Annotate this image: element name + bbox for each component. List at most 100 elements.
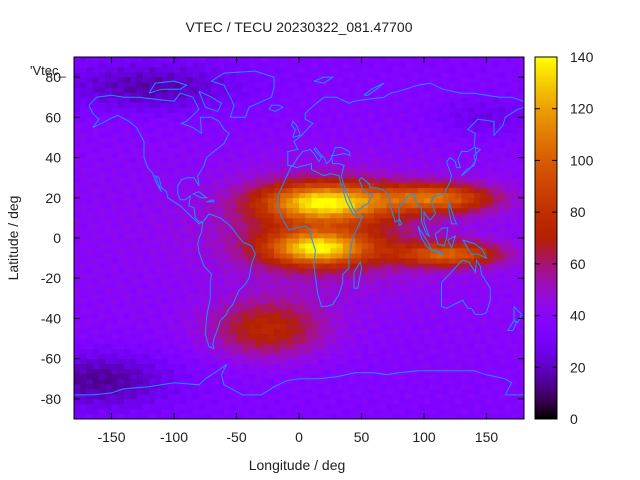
heatmap-cell	[317, 363, 325, 370]
heatmap-cell	[199, 232, 206, 239]
heatmap-cell	[461, 212, 469, 219]
heatmap-cell	[174, 368, 181, 375]
heatmap-cell	[249, 303, 256, 309]
heatmap-cell	[155, 152, 162, 158]
heatmap-cell	[461, 268, 469, 274]
heatmap-cell	[186, 112, 194, 118]
heatmap-cell	[111, 167, 119, 174]
heatmap-cell	[324, 232, 331, 239]
heatmap-cell	[105, 268, 112, 274]
heatmap-cell	[474, 268, 481, 274]
heatmap-cell	[386, 263, 394, 269]
heatmap-cell	[499, 283, 506, 289]
heatmap-cell	[261, 278, 269, 284]
heatmap-cell	[124, 132, 131, 138]
heatmap-cell	[411, 62, 419, 68]
heatmap-cell	[167, 132, 175, 138]
heatmap-cell	[492, 102, 500, 108]
heatmap-cell	[255, 182, 262, 189]
heatmap-cell	[449, 283, 456, 289]
heatmap-cell	[461, 298, 469, 304]
heatmap-cell	[105, 313, 112, 319]
heatmap-cell	[442, 408, 450, 415]
heatmap-cell	[386, 57, 394, 63]
heatmap-cell	[80, 117, 87, 123]
heatmap-cell	[317, 212, 325, 219]
heatmap-cell	[242, 413, 250, 419]
heatmap-cell	[199, 212, 206, 219]
heatmap-cell	[274, 172, 281, 179]
heatmap-cell	[367, 338, 375, 344]
heatmap-cell	[392, 278, 400, 284]
heatmap-cell	[217, 298, 225, 304]
heatmap-cell	[367, 383, 375, 390]
heatmap-cell	[280, 388, 287, 395]
heatmap-cell	[80, 167, 87, 174]
heatmap-cell	[486, 328, 494, 334]
heatmap-cell	[317, 102, 325, 108]
heatmap-cell	[255, 308, 262, 314]
heatmap-cell	[292, 172, 300, 179]
heatmap-cell	[380, 217, 387, 224]
heatmap-cell	[336, 403, 344, 410]
heatmap-cell	[255, 57, 262, 63]
heatmap-cell	[442, 363, 450, 370]
heatmap-cell	[424, 303, 431, 309]
heatmap-cell	[361, 122, 369, 128]
heatmap-cell	[242, 167, 250, 174]
heatmap-cell	[467, 92, 475, 98]
heatmap-cell	[430, 127, 437, 133]
heatmap-cell	[199, 182, 206, 189]
heatmap-cell	[355, 217, 362, 224]
heatmap-cell	[342, 413, 350, 419]
heatmap-cell	[380, 388, 387, 395]
heatmap-cell	[274, 152, 281, 158]
heatmap-cell	[74, 197, 81, 204]
heatmap-cell	[105, 187, 112, 194]
heatmap-cell	[92, 162, 100, 169]
heatmap-cell	[105, 212, 112, 219]
heatmap-cell	[311, 308, 319, 314]
heatmap-cell	[492, 212, 500, 219]
heatmap-cell	[417, 172, 425, 179]
heatmap-cell	[361, 283, 369, 289]
heatmap-cell	[174, 102, 181, 108]
heatmap-cell	[324, 393, 331, 400]
heatmap-cell	[280, 127, 287, 133]
heatmap-cell	[174, 147, 181, 153]
heatmap-cell	[249, 398, 256, 405]
heatmap-cell	[455, 348, 462, 355]
heatmap-cell	[292, 263, 300, 269]
heatmap-cell	[461, 127, 469, 133]
heatmap-cell	[186, 192, 194, 199]
heatmap-cell	[386, 177, 394, 184]
heatmap-cell	[92, 87, 100, 93]
heatmap-cell	[380, 283, 387, 289]
heatmap-cell	[155, 363, 162, 370]
heatmap-cell	[442, 107, 450, 113]
heatmap-cell	[436, 192, 444, 199]
heatmap-cell	[424, 87, 431, 93]
heatmap-cell	[505, 363, 512, 370]
heatmap-cell	[74, 248, 81, 254]
heatmap-cell	[280, 268, 287, 274]
heatmap-cell	[136, 147, 144, 153]
heatmap-cell	[305, 368, 312, 375]
heatmap-cell	[299, 368, 306, 375]
heatmap-cell	[392, 167, 400, 174]
heatmap-cell	[99, 288, 106, 294]
heatmap-cell	[467, 202, 475, 209]
heatmap-cell	[330, 117, 337, 123]
heatmap-cell	[461, 243, 469, 249]
heatmap-cell	[155, 92, 162, 98]
heatmap-cell	[205, 263, 212, 269]
heatmap-cell	[86, 268, 94, 274]
heatmap-cell	[317, 343, 325, 350]
heatmap-cell	[117, 177, 125, 184]
heatmap-cell	[255, 328, 262, 334]
heatmap-cell	[86, 222, 94, 229]
heatmap-cell	[224, 137, 231, 143]
heatmap-cell	[105, 273, 112, 279]
heatmap-cell	[186, 67, 194, 73]
heatmap-cell	[161, 112, 169, 118]
